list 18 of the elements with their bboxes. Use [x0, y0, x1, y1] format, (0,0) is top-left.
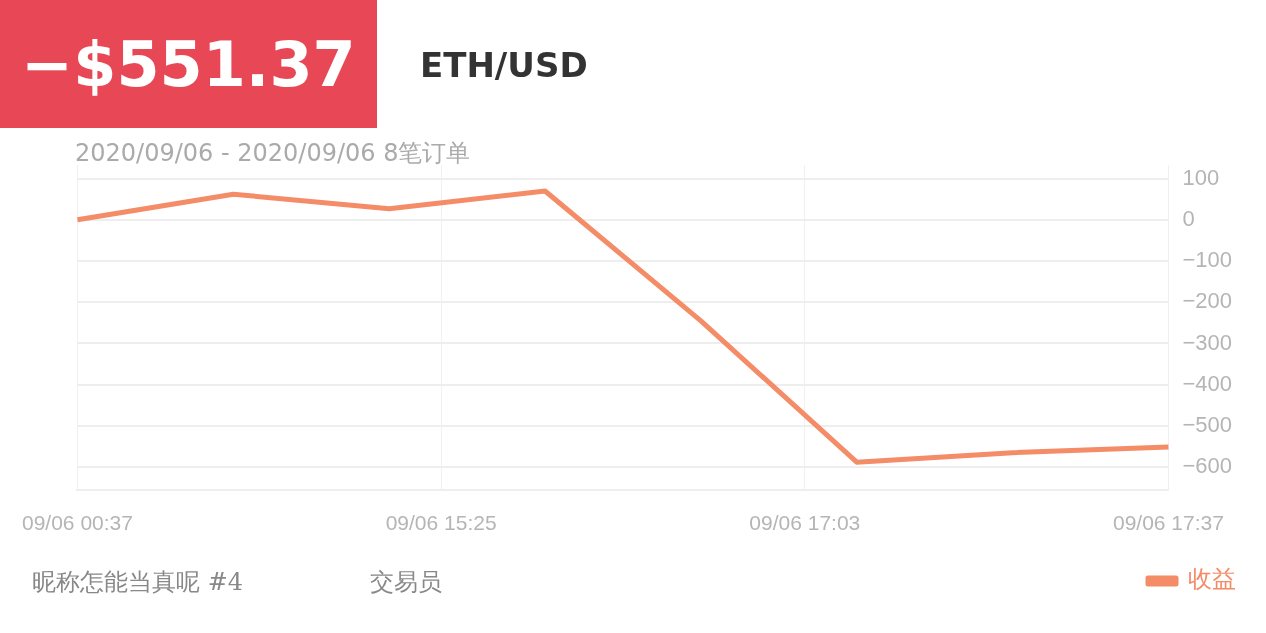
- y-tick-label: −200: [1182, 288, 1233, 314]
- y-tick-label: 100: [1182, 164, 1220, 190]
- legend-label: 收益: [1188, 565, 1236, 594]
- text: 昵称怎能当真呢 #4: [32, 567, 244, 598]
- y-tick-label: −100: [1182, 247, 1233, 273]
- chart-title: −$551.37: [0, 0, 377, 128]
- y-tick-label: −400: [1182, 370, 1233, 396]
- y-tick-label: −600: [1182, 453, 1233, 479]
- chart-subtitle: ETH/USD: [420, 45, 588, 85]
- x-tick-label: 09/06 17:37: [1112, 511, 1224, 535]
- text: 交易员: [370, 567, 442, 598]
- x-tick-label: 09/06 00:37: [22, 511, 133, 535]
- y-tick-label: −300: [1182, 329, 1233, 355]
- annotation: 2020/09/06 - 2020/09/06 8笔订单: [75, 138, 471, 169]
- x-tick-label: 09/06 15:25: [385, 511, 497, 535]
- y-tick-label: −500: [1182, 411, 1233, 437]
- x-tick-label: 09/06 17:03: [749, 511, 861, 535]
- y-tick-label: 0: [1182, 205, 1195, 231]
